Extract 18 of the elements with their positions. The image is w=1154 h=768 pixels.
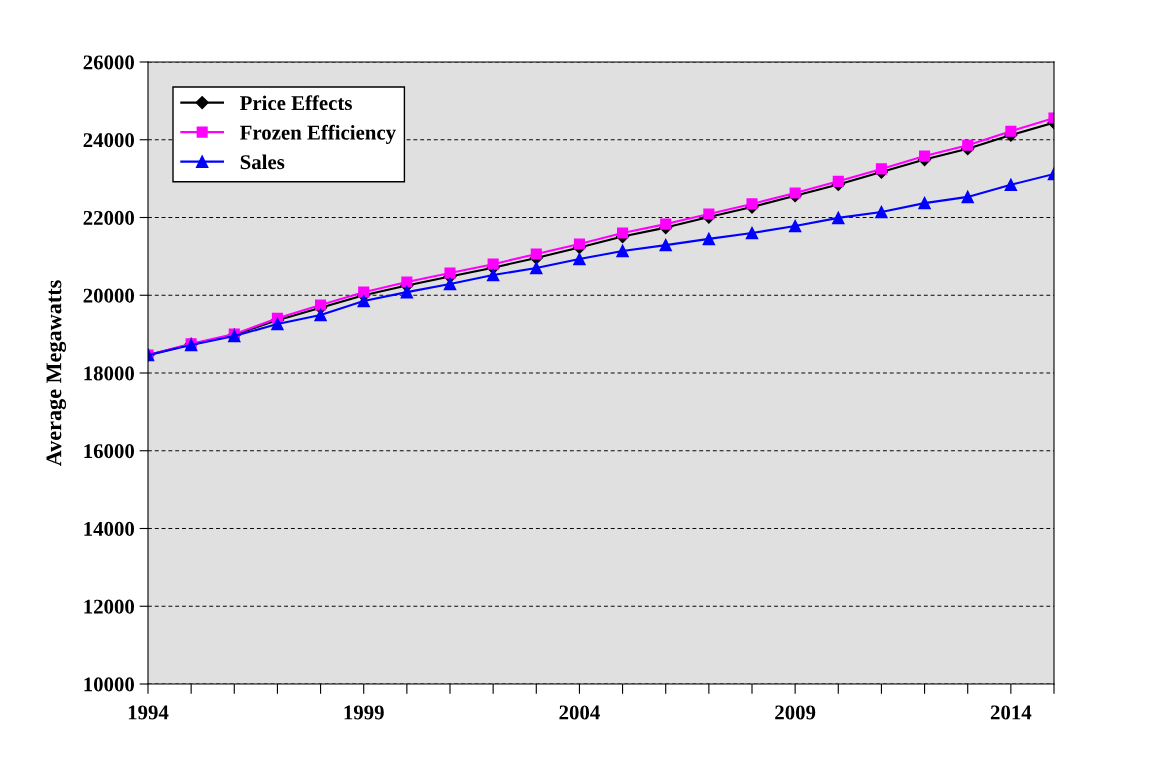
y-tick-label: 26000 — [83, 55, 135, 70]
y-tick-label: 10000 — [84, 677, 135, 692]
x-tick-label: 2004 — [559, 705, 600, 720]
legend-label: Frozen Efficiency — [240, 124, 396, 144]
x-tick-label: 2014 — [990, 705, 1032, 720]
y-tick-label: 12000 — [84, 599, 135, 614]
y-axis-title: Average Megawatts — [46, 280, 67, 467]
y-tick-label: 16000 — [84, 444, 135, 459]
legend-label: Sales — [240, 154, 285, 170]
x-tick-label: 1999 — [344, 705, 384, 720]
y-tick-label: 18000 — [84, 366, 135, 381]
y-tick-label: 20000 — [83, 288, 135, 303]
legend-label: Price Effects — [240, 95, 352, 111]
y-tick-label: 22000 — [83, 210, 135, 225]
x-tick-label: 2009 — [775, 705, 816, 720]
y-tick-label: 14000 — [84, 521, 135, 536]
x-tick-label: 1994 — [128, 705, 169, 720]
y-tick-label: 24000 — [83, 133, 135, 148]
